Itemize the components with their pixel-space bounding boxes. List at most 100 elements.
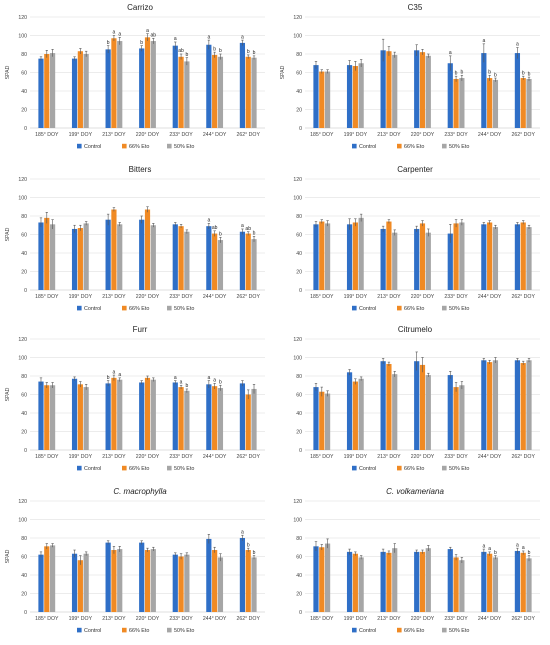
x-tick-label: 233° DOY	[169, 132, 193, 138]
x-tick-label: 213° DOY	[377, 132, 401, 138]
y-tick-label: 120	[293, 15, 302, 21]
x-tick-label: 185° DOY	[310, 616, 334, 622]
bar-50-eto	[49, 53, 56, 129]
significance-label: b	[107, 375, 110, 381]
bar-50-eto	[425, 375, 431, 450]
y-tick-label: 120	[293, 337, 302, 343]
legend-label: Control	[359, 466, 376, 472]
legend-swatch	[352, 627, 357, 633]
legend-label: 66% Eto	[404, 144, 424, 150]
significance-label: a	[482, 543, 485, 549]
bar-66-eto	[111, 377, 117, 450]
bar-50-eto	[251, 388, 257, 450]
significance-label: b	[528, 550, 531, 556]
bar-control	[38, 381, 44, 450]
bar-50-eto	[217, 56, 224, 128]
x-tick-label: 262° DOY	[237, 454, 261, 460]
bar-control	[414, 361, 420, 450]
x-tick-label: 185° DOY	[35, 454, 59, 460]
x-tick-label: 262° DOY	[237, 294, 261, 300]
x-tick-label: 185° DOY	[35, 294, 59, 300]
bar-control	[239, 231, 246, 290]
legend-swatch	[442, 305, 447, 311]
significance-label: a	[174, 375, 177, 381]
bar-50-eto	[117, 379, 123, 450]
chart-title: C. macrophylla	[113, 487, 167, 496]
legend-swatch	[167, 627, 172, 633]
bar-50-eto	[392, 374, 398, 450]
y-tick-label: 0	[24, 288, 27, 294]
x-tick-label: 220° DOY	[136, 132, 160, 138]
y-axis-label: SPAD	[5, 227, 11, 241]
legend-label: Control	[359, 306, 376, 312]
bar-50-eto	[49, 224, 56, 290]
significance-label: b	[528, 71, 531, 77]
x-tick-label: 244° DOY	[478, 132, 502, 138]
x-tick-label: 213° DOY	[377, 616, 401, 622]
significance-label: a	[180, 379, 183, 385]
bar-50-eto	[425, 55, 431, 128]
legend-label: 50% Eto	[449, 306, 469, 312]
y-tick-label: 80	[21, 52, 27, 58]
chart-panel-4: Carpenter 0 20 40 60 80 100 120 185° DOY 199° DOY…	[293, 165, 540, 312]
legend-label: 50% Eto	[449, 628, 469, 634]
y-tick-label: 0	[299, 288, 302, 294]
y-tick-label: 60	[296, 70, 302, 76]
y-tick-label: 20	[21, 107, 27, 113]
bar-66-eto	[178, 56, 184, 128]
significance-label: b	[219, 48, 222, 54]
bar-50-eto	[459, 560, 465, 612]
bar-control	[514, 360, 521, 450]
significance-label: a	[522, 545, 525, 551]
y-axis-label: SPAD	[5, 65, 11, 79]
significance-label: ab	[245, 226, 251, 232]
y-tick-label: 20	[296, 269, 302, 275]
x-tick-label: 199° DOY	[344, 132, 368, 138]
legend-swatch	[442, 627, 447, 633]
y-tick-label: 40	[21, 411, 27, 417]
x-tick-label: 213° DOY	[102, 454, 126, 460]
bar-50-eto	[117, 549, 123, 612]
x-tick-label: 213° DOY	[102, 294, 126, 300]
bar-66-eto	[319, 71, 325, 128]
bar-66-eto	[111, 550, 117, 612]
bar-50-eto	[217, 388, 224, 450]
x-tick-label: 213° DOY	[377, 294, 401, 300]
bar-control	[313, 387, 319, 450]
y-tick-label: 0	[24, 126, 27, 132]
bar-control	[313, 546, 319, 612]
legend-label: Control	[84, 306, 101, 312]
y-tick-label: 80	[296, 374, 302, 380]
bar-control	[71, 58, 78, 128]
chart-panel-1: Carrizo 0 20 40 60 80 100 120 SPAD 185° DOY 199° D…	[5, 3, 265, 150]
legend-label: 50% Eto	[449, 466, 469, 472]
chart-title: Furr	[133, 325, 148, 334]
legend-label: Control	[84, 144, 101, 150]
bar-66-eto	[144, 550, 151, 612]
bar-control	[380, 228, 386, 290]
bar-control	[447, 233, 453, 290]
y-tick-label: 100	[293, 517, 302, 523]
chart-title: C. volkameriana	[386, 487, 444, 496]
bar-66-eto	[245, 233, 251, 290]
bar-66-eto	[245, 550, 251, 612]
significance-label: b	[213, 46, 216, 52]
bar-66-eto	[453, 387, 459, 450]
bar-50-eto	[425, 548, 431, 612]
x-tick-label: 185° DOY	[310, 294, 334, 300]
x-tick-label: 213° DOY	[102, 616, 126, 622]
significance-label: a	[516, 42, 519, 48]
bar-50-eto	[83, 553, 89, 612]
legend-label: 50% Eto	[449, 144, 469, 150]
bar-66-eto	[212, 233, 218, 290]
bar-control	[139, 219, 145, 290]
significance-label: b	[140, 40, 143, 46]
bar-50-eto	[251, 57, 257, 129]
y-tick-label: 80	[21, 374, 27, 380]
bar-control	[239, 383, 246, 450]
bar-66-eto	[178, 556, 184, 612]
legend-swatch	[397, 465, 402, 471]
bar-control	[514, 550, 521, 612]
legend-swatch	[122, 305, 127, 311]
y-tick-label: 80	[296, 214, 302, 220]
